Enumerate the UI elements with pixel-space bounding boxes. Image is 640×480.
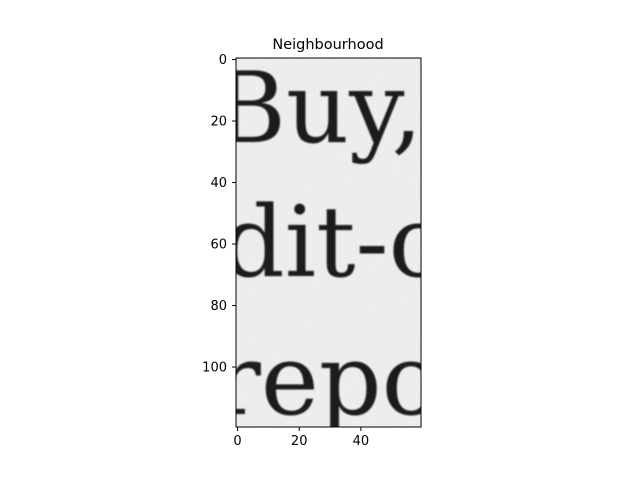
- image-grain: [236, 58, 421, 427]
- x-tick-label: 0: [233, 434, 241, 449]
- y-tick-label: 80: [210, 299, 227, 314]
- y-tick-label: 60: [210, 238, 227, 253]
- chart-title: Neighbourhood: [272, 37, 383, 53]
- y-tick-label: 20: [210, 115, 227, 130]
- image-text-line-1: Buy,: [214, 52, 423, 166]
- x-axis: 0 20 40: [233, 427, 369, 449]
- image-text-line-3: repo: [214, 324, 441, 438]
- image-area: Buy, dit-c repo: [214, 52, 443, 438]
- y-axis: 0 20 40 60 80 100: [202, 53, 236, 376]
- x-tick-label: 20: [291, 434, 308, 449]
- x-tick-label: 40: [353, 434, 370, 449]
- y-tick-label: 100: [202, 361, 227, 376]
- y-tick-label: 40: [210, 176, 227, 191]
- y-tick-label: 0: [219, 53, 227, 68]
- image-text-line-2: dit-c: [222, 186, 443, 300]
- axes-frame: [235, 57, 422, 428]
